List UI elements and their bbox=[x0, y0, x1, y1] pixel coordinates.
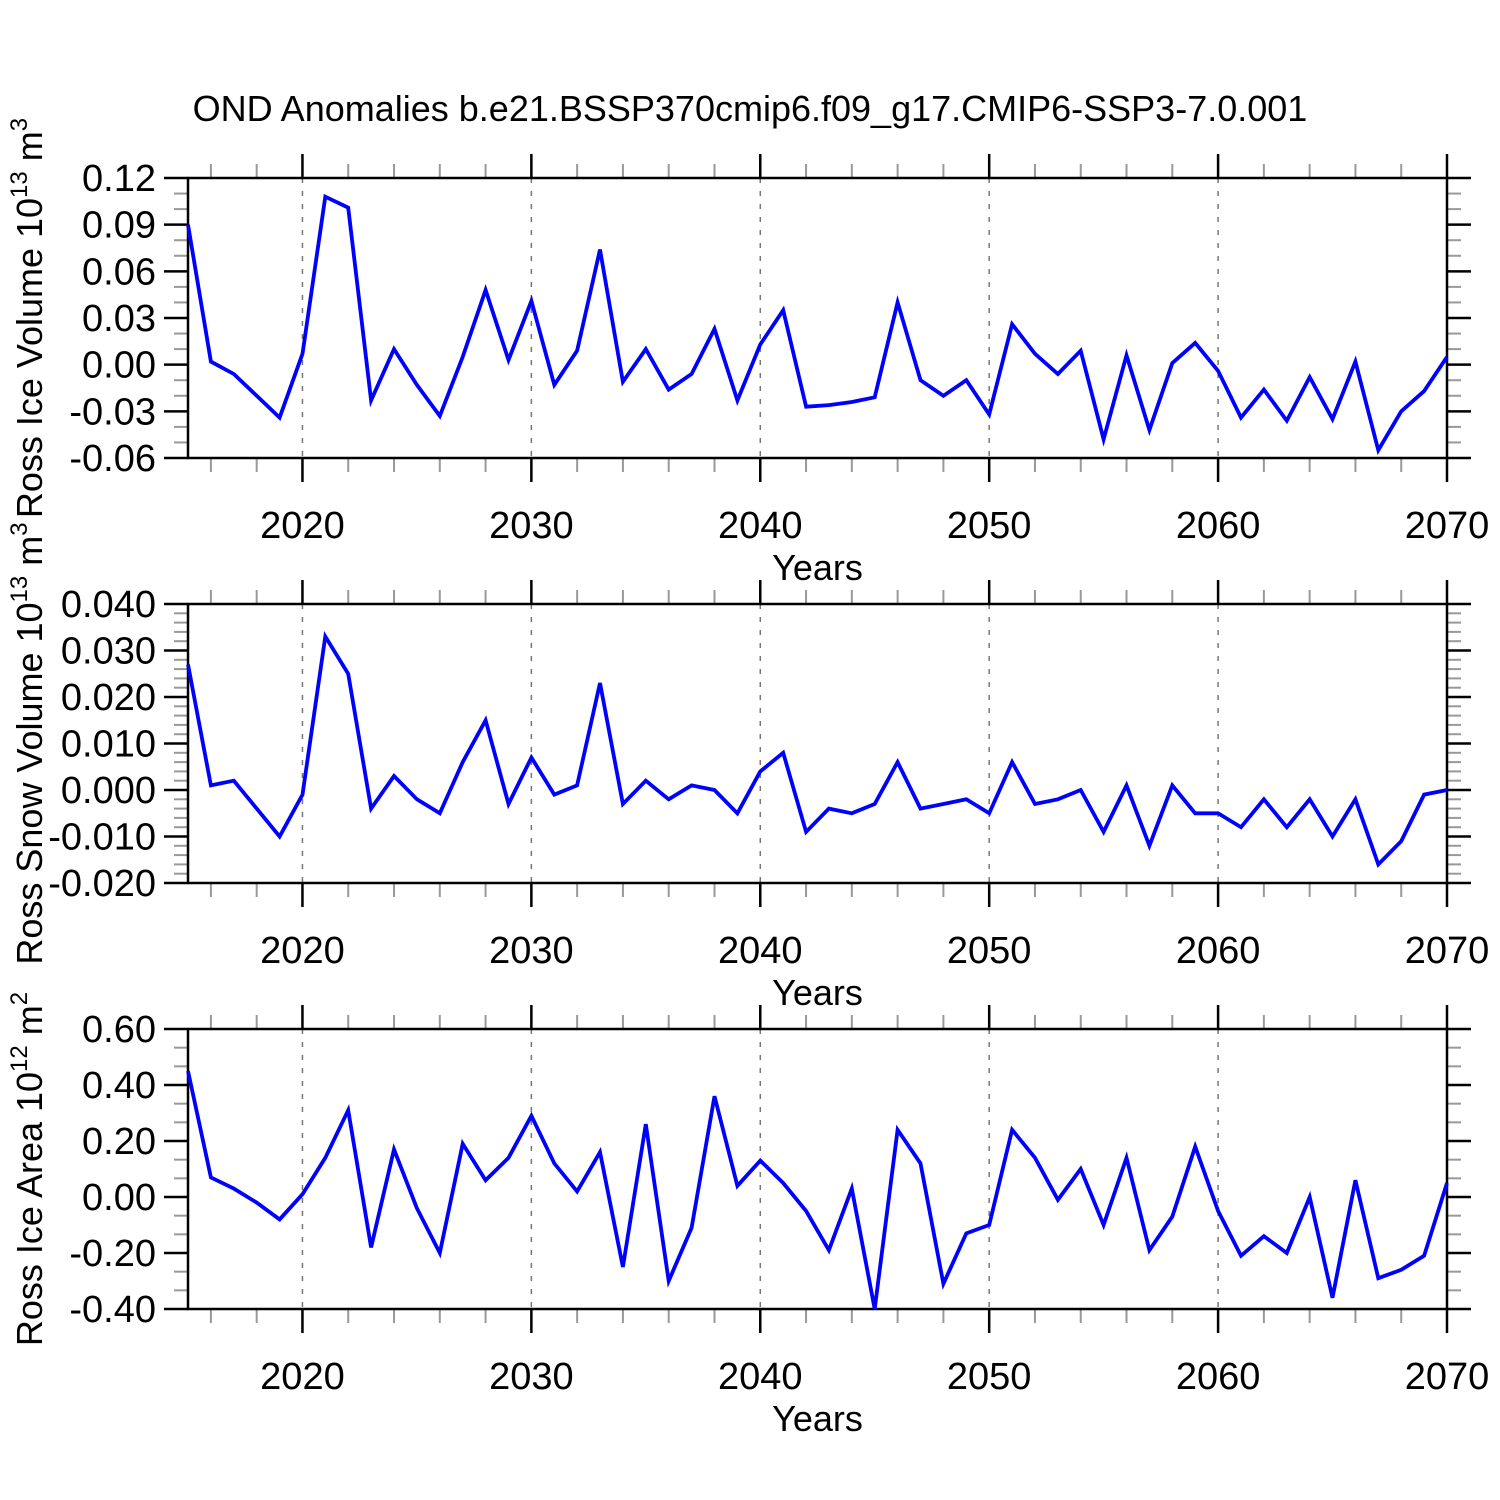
panel-border bbox=[186, 176, 1449, 460]
y-tick-label: 0.010 bbox=[61, 724, 156, 766]
panel-ross-ice-area: 2020 2030 2040 2050 2060 2070 0.60 0.40 0.20 0.00… bbox=[6, 992, 1489, 1439]
y-tick-label: 0.00 bbox=[82, 1177, 156, 1219]
y-tick-label: 0.00 bbox=[82, 345, 156, 387]
data-line-ross-ice-volume bbox=[186, 193, 1449, 456]
x-tick-label: 2030 bbox=[489, 930, 574, 972]
y-tick-label: -0.020 bbox=[48, 863, 156, 905]
x-tick-label: 2070 bbox=[1405, 1356, 1490, 1398]
x-tick-label: 2050 bbox=[947, 1356, 1032, 1398]
y-tick-label: -0.010 bbox=[48, 817, 156, 859]
y-tick-label: 0.030 bbox=[61, 631, 156, 673]
x-axis-title: Years bbox=[772, 972, 863, 1013]
x-tick-label: 2020 bbox=[260, 505, 345, 547]
x-axis-title: Years bbox=[772, 1398, 863, 1439]
data-line-ross-ice-area bbox=[186, 1070, 1449, 1310]
x-tick-label: 2060 bbox=[1176, 930, 1261, 972]
x-tick-label: 2040 bbox=[718, 930, 803, 972]
y-axis-title: Ross Ice Volume 1013 m3 bbox=[6, 118, 50, 518]
data-line-ross-snow-volume bbox=[186, 631, 1448, 868]
x-tick-label: 2040 bbox=[718, 1356, 803, 1398]
x-tick-label: 2070 bbox=[1405, 505, 1490, 547]
y-tick-label: 0.06 bbox=[82, 251, 156, 293]
x-tick-label: 2040 bbox=[718, 505, 803, 547]
panel-ross-ice-volume: 2020 2030 2040 2050 2060 2070 0.12 0.090.06 0.03… bbox=[6, 118, 1489, 588]
x-tick-label: 2030 bbox=[489, 505, 574, 547]
y-tick-label: 0.020 bbox=[61, 677, 156, 719]
x-tick-label: 2020 bbox=[260, 1356, 345, 1398]
y-axis-title: Ross Snow Volume 1013 m3 bbox=[6, 522, 50, 964]
x-tick-label: 2050 bbox=[947, 930, 1032, 972]
y-tick-label: 0.09 bbox=[82, 205, 156, 247]
x-tick-label: 2050 bbox=[947, 505, 1032, 547]
y-axis-title: Ross Ice Area 1012 m2 bbox=[6, 992, 50, 1346]
y-tick-label: 0.12 bbox=[82, 158, 156, 200]
y-tick-label: 0.000 bbox=[61, 770, 156, 812]
chart-title: OND Anomalies b.e21.BSSP370cmip6.f09_g17… bbox=[193, 88, 1308, 129]
y-tick-label: -0.20 bbox=[69, 1233, 156, 1275]
x-tick-label: 2020 bbox=[260, 930, 345, 972]
y-tick-label: 0.40 bbox=[82, 1065, 156, 1107]
y-tick-label: -0.06 bbox=[69, 438, 156, 480]
y-tick-label: 0.040 bbox=[61, 584, 156, 626]
x-tick-label: 2070 bbox=[1405, 930, 1490, 972]
y-tick-label: -0.03 bbox=[69, 391, 156, 433]
y-tick-label: 0.60 bbox=[82, 1009, 156, 1051]
panel-border bbox=[186, 602, 1449, 885]
y-tick-label: 0.20 bbox=[82, 1121, 156, 1163]
panel-border bbox=[186, 1027, 1449, 1311]
x-tick-label: 2060 bbox=[1176, 1356, 1261, 1398]
x-tick-label: 2030 bbox=[489, 1356, 574, 1398]
x-tick-label: 2060 bbox=[1176, 505, 1261, 547]
x-axis-title: Years bbox=[772, 547, 863, 588]
y-tick-label: 0.03 bbox=[82, 298, 156, 340]
y-tick-label: -0.40 bbox=[69, 1289, 156, 1331]
